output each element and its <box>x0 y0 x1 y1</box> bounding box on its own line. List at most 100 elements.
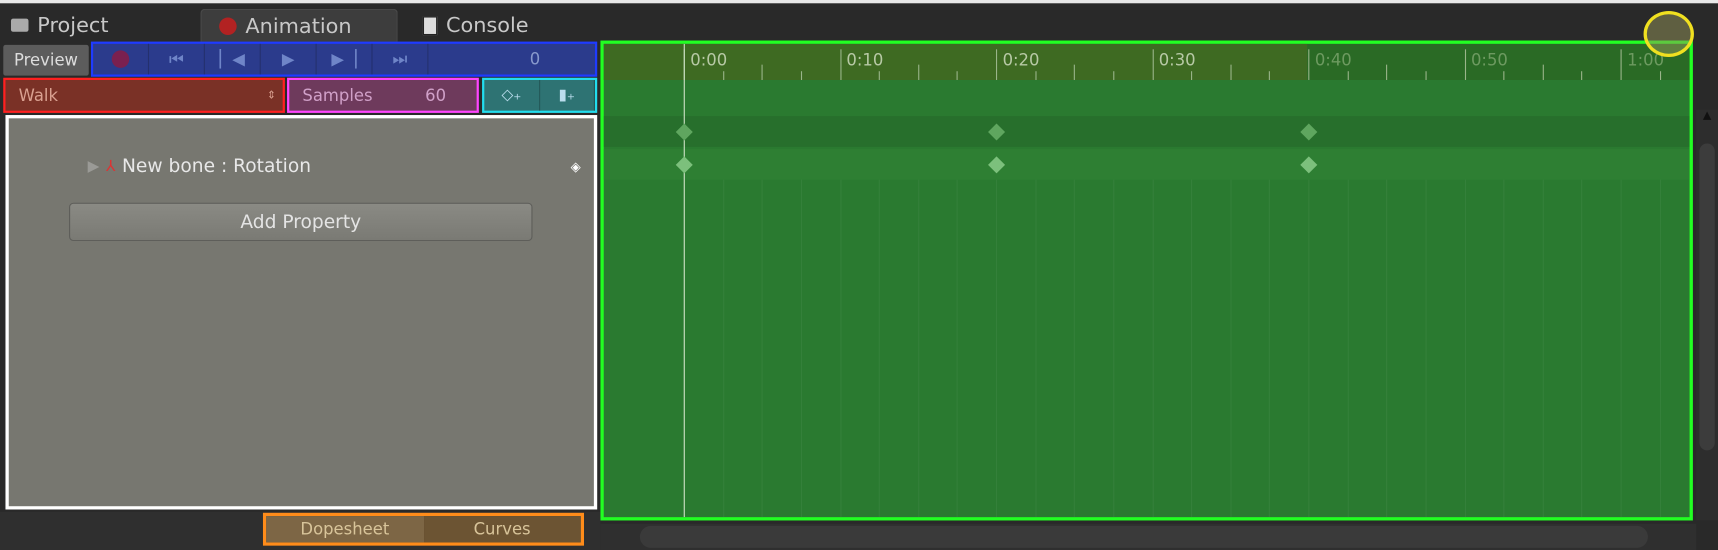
add-keyframe-button[interactable]: ◇₊ <box>484 79 540 111</box>
play-button[interactable]: ▶ <box>261 43 317 75</box>
keyframe-diamond-icon[interactable]: ◈ <box>570 158 581 175</box>
curves-button[interactable]: Curves <box>423 516 581 543</box>
vertical-scrollbar[interactable]: ▲ <box>1696 109 1718 521</box>
grid-line <box>1035 149 1037 518</box>
add-event-icon: ▮₊ <box>558 86 576 105</box>
add-buttons: ◇₊ ▮₊ <box>482 77 598 113</box>
ruler-tick <box>722 71 724 80</box>
grid-line <box>1659 149 1661 518</box>
playhead[interactable] <box>683 43 685 518</box>
grid-line <box>878 149 880 518</box>
grid-line <box>1113 149 1115 518</box>
ruler-tick <box>1269 71 1271 80</box>
grid-line <box>1464 149 1466 518</box>
record-dot-icon <box>219 16 237 35</box>
scroll-thumb[interactable] <box>1699 143 1715 451</box>
dopesheet-timeline[interactable]: 0:00 0:10 0:20 0:30 0:40 0:50 1:00 <box>600 40 1693 521</box>
tab-animation[interactable]: Animation <box>200 8 398 42</box>
ruler-label: 0:30 <box>1158 50 1196 71</box>
property-label: New bone : Rotation <box>121 155 312 178</box>
add-event-button[interactable]: ▮₊ <box>540 79 595 111</box>
clip-dropdown[interactable]: Walk ⇕ <box>3 77 285 113</box>
transform-axis-icon: ⅄ <box>106 157 116 176</box>
grid-line <box>1074 149 1076 518</box>
clip-value: Walk <box>18 85 58 106</box>
property-row[interactable]: ▶ ⅄ New bone : Rotation ◈ <box>88 153 581 179</box>
view-mode-toggle: Dopesheet Curves <box>262 512 585 546</box>
tab-label: Project <box>37 13 109 38</box>
ruler-tick <box>956 71 959 80</box>
ruler-label: 1:00 <box>1627 50 1665 71</box>
play-icon: ▶ <box>281 49 295 70</box>
preview-button[interactable]: Preview <box>3 44 89 76</box>
step-back-icon: ▏◀ <box>219 49 245 70</box>
grid-line <box>1620 149 1622 518</box>
samples-label: Samples <box>302 85 373 106</box>
top-border <box>0 0 1718 4</box>
property-panel <box>5 115 598 510</box>
tab-project[interactable]: Project <box>10 9 126 42</box>
add-property-button[interactable]: Add Property <box>69 202 533 242</box>
horizontal-scrollbar[interactable] <box>600 523 1697 550</box>
ruler-tick <box>1347 71 1349 80</box>
updown-arrows-icon: ⇕ <box>266 89 277 102</box>
console-icon <box>422 15 438 35</box>
ruler-tick <box>1581 71 1583 80</box>
next-key-button[interactable]: ▶▕ <box>317 43 373 75</box>
folder-icon <box>10 18 29 32</box>
last-key-button[interactable]: ⏭ <box>373 43 429 75</box>
ruler-tick <box>1620 49 1622 80</box>
grid-line <box>800 149 802 518</box>
ruler-tick <box>1386 64 1388 80</box>
grid-line <box>1269 149 1271 518</box>
grid-line <box>956 149 959 518</box>
grid-line <box>1386 149 1388 518</box>
ruler-label: 0:00 <box>690 50 728 71</box>
add-keyframe-icon: ◇₊ <box>501 86 522 105</box>
grid-line <box>761 149 763 518</box>
prev-key-button[interactable]: ▏◀ <box>205 43 261 75</box>
ruler-label: 0:50 <box>1470 50 1508 71</box>
ruler-label: 0:10 <box>846 50 884 71</box>
step-forward-icon: ▶▕ <box>331 49 357 70</box>
ruler-tick <box>1191 71 1193 80</box>
grid-line <box>1230 149 1232 518</box>
expand-triangle-icon[interactable]: ▶ <box>87 157 100 176</box>
grid-line <box>1542 149 1544 518</box>
scroll-thumb[interactable] <box>639 525 1648 548</box>
grid-line <box>839 149 841 518</box>
ruler-tick <box>1308 49 1310 80</box>
ruler-tick <box>1503 71 1505 80</box>
skip-start-icon: ⏮ <box>168 49 184 70</box>
ruler-tick <box>1113 71 1115 80</box>
ruler-tick <box>995 49 998 80</box>
scroll-up-icon[interactable]: ▲ <box>1702 109 1712 122</box>
ruler-tick <box>1425 71 1427 80</box>
clip-range-highlight <box>603 43 1308 80</box>
summary-row <box>603 116 1690 147</box>
samples-value[interactable]: 60 <box>425 85 447 106</box>
first-key-button[interactable]: ⏮ <box>149 43 205 75</box>
grid-line <box>1152 149 1154 518</box>
ruler-label: 0:40 <box>1314 50 1352 71</box>
dopesheet-button[interactable]: Dopesheet <box>266 516 424 543</box>
frame-field[interactable]: 0 <box>529 49 541 70</box>
samples-field[interactable]: Samples 60 <box>287 77 479 113</box>
grid-line <box>1503 149 1505 518</box>
ruler-tick <box>839 49 841 80</box>
ruler-tick <box>1035 71 1037 80</box>
transport-bar: ⏮ ▏◀ ▶ ▶▕ ⏭ 0 <box>90 41 598 77</box>
record-button[interactable] <box>93 43 150 75</box>
ruler-tick <box>1464 49 1466 80</box>
ruler-tick <box>1542 64 1544 80</box>
grid-line <box>1308 149 1310 518</box>
ruler-tick <box>878 71 880 80</box>
tab-console[interactable]: Console <box>422 9 549 42</box>
ruler-tick <box>1152 49 1154 80</box>
grid-line <box>1581 149 1583 518</box>
skip-end-icon: ⏭ <box>392 49 408 70</box>
lock-icon[interactable] <box>1643 10 1694 57</box>
grid-line <box>1425 149 1427 518</box>
ruler-label: 0:20 <box>1002 50 1040 71</box>
